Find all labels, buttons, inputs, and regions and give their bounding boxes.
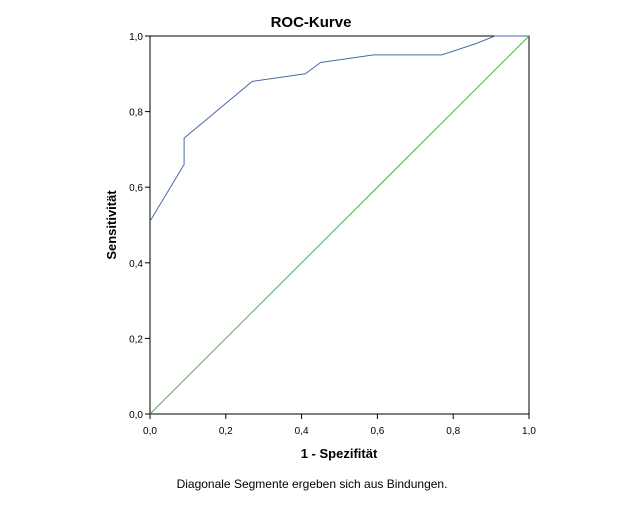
x-axis: 0,0 0,2 0,4 0,6 0,8 1,0 xyxy=(143,414,536,437)
x-tick-label: 0,2 xyxy=(219,426,233,437)
x-tick-label: 0,6 xyxy=(370,426,384,437)
x-tick-label: 0,0 xyxy=(143,426,157,437)
x-tick-label: 1,0 xyxy=(522,426,536,437)
y-tick-label: 0,4 xyxy=(129,259,143,270)
chart-title: ROC-Kurve xyxy=(271,14,352,31)
x-tick-label: 0,8 xyxy=(446,426,460,437)
y-axis: 0,0 0,2 0,4 0,6 0,8 1,0 xyxy=(129,32,150,421)
y-tick-label: 1,0 xyxy=(129,32,143,43)
x-axis-label: 1 - Spezifität xyxy=(301,446,378,461)
y-tick-label: 0,0 xyxy=(129,410,143,421)
roc-curve-line xyxy=(149,35,529,222)
y-tick-label: 0,8 xyxy=(129,108,143,119)
x-tick-label: 0,4 xyxy=(295,426,309,437)
reference-diagonal-line xyxy=(149,35,530,415)
y-tick-label: 0,6 xyxy=(129,183,143,194)
footnote: Diagonale Segmente ergeben sich aus Bind… xyxy=(177,477,448,491)
series-layer xyxy=(149,35,530,415)
y-tick-label: 0,2 xyxy=(129,334,143,345)
y-axis-label: Sensitivität xyxy=(104,190,119,260)
